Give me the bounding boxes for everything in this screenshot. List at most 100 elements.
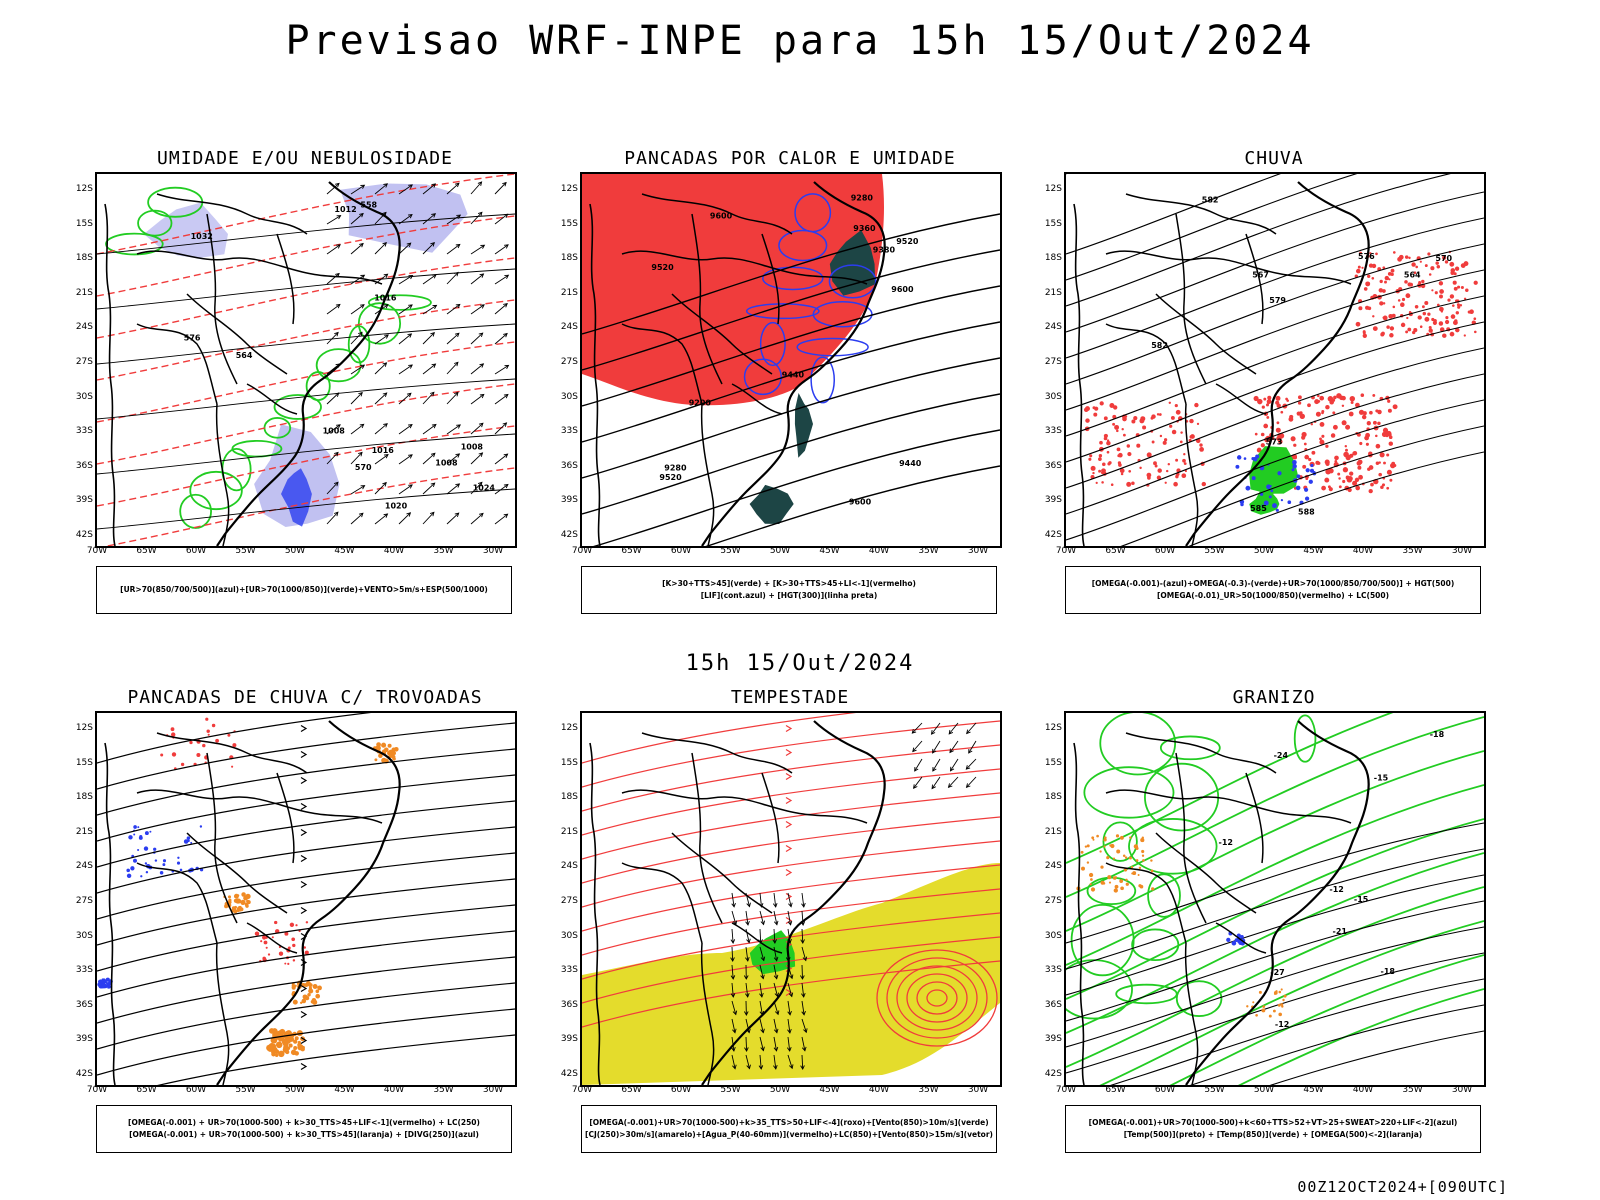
contour-label: 9600 — [849, 498, 872, 507]
longitude-tick-label: 45W — [819, 546, 840, 556]
legend-line: [OMEGA(-0.001) + UR>70(1000-500) + k>30_… — [128, 1118, 480, 1127]
divergence-blue-speckle — [143, 846, 149, 851]
storm-red-speckle — [196, 752, 201, 758]
hgt300-contour — [582, 249, 1000, 371]
lif-blue-contour — [828, 264, 877, 299]
storm-red-speckle — [278, 951, 284, 956]
map-base — [104, 720, 401, 1085]
map-plot: 9600960096009520952095209440944093609380… — [582, 174, 1000, 546]
rain-red-speckle — [1168, 401, 1172, 405]
wind-vector — [334, 182, 340, 188]
map-frame: -12 -12 -12 -15 -15 -18 -18 -21 -24 -27 — [1064, 711, 1486, 1087]
storm-orange-speckle — [224, 904, 229, 909]
wind-vector — [334, 331, 339, 337]
rain-red-speckle — [1330, 433, 1336, 438]
wind850-vector — [731, 1000, 737, 1015]
latitude-tick-label: 39S — [560, 495, 578, 506]
wind850-vector — [746, 902, 751, 908]
storm-red-speckle — [274, 920, 278, 925]
rain-red-speckle — [1456, 303, 1460, 307]
wind-vector — [454, 182, 460, 188]
wind-vector — [374, 334, 389, 345]
wind-vector — [502, 181, 507, 187]
hgt300-contour — [582, 321, 1000, 443]
wind850-vector — [965, 783, 971, 788]
wind-vector — [350, 512, 364, 525]
rain-red-speckle — [1089, 454, 1093, 458]
latitude-tick-label: 12S — [560, 184, 578, 194]
wind-vector — [470, 211, 483, 225]
wind850-vector — [787, 892, 792, 907]
rain-red-speckle — [1389, 333, 1394, 338]
rain-blue-speckle — [1243, 457, 1247, 460]
rain-red-speckle — [1325, 461, 1330, 467]
divergence-blue-speckle — [126, 868, 130, 873]
wind850-vector — [745, 920, 750, 926]
rain-red-speckle — [1332, 424, 1338, 430]
omega-orange-speckle — [1131, 872, 1134, 875]
storm-orange-speckle — [293, 1039, 298, 1044]
omega-orange-speckle — [1108, 881, 1112, 884]
rain-red-speckle — [1355, 402, 1360, 408]
rain-blue-speckle — [1245, 485, 1251, 491]
storm-red-speckle — [305, 921, 309, 924]
rain-red-speckle — [1276, 421, 1280, 425]
rain-red-speckle — [1431, 289, 1434, 292]
temp500-contour — [1269, 1030, 1484, 1085]
rain-red-speckle — [1266, 415, 1270, 419]
wind-vector — [406, 392, 412, 398]
rain-red-speckle — [1328, 487, 1333, 492]
rain-red-speckle — [1465, 288, 1469, 292]
longitude-axis: 70W 65W 60W 55W 50W 45W 40W 35W 30W — [87, 546, 515, 560]
wind850-vector — [743, 975, 749, 980]
mid-title: 15h 15/Out/2024 — [685, 651, 915, 676]
rain-red-speckle — [1334, 460, 1338, 463]
wind-vector — [503, 332, 508, 338]
contour-label: 9520 — [651, 263, 674, 272]
wind-vector — [477, 481, 483, 487]
humidity-green-contour — [273, 394, 322, 420]
humidity-green-contour — [189, 470, 243, 511]
storm-orange-speckle — [241, 892, 246, 897]
latitude-tick-label: 33S — [1044, 965, 1062, 976]
rain-red-speckle — [1427, 312, 1431, 316]
wind-vector — [398, 364, 413, 375]
humidity-green-contour — [347, 325, 371, 364]
rain-red-speckle — [1194, 402, 1199, 408]
streamline-250-arrow — [300, 984, 308, 993]
streamline-250 — [97, 852, 515, 920]
rain-red-speckle — [1431, 317, 1435, 322]
wind850-vector — [759, 1000, 763, 1015]
rain-red-speckle — [1175, 409, 1181, 415]
border-line — [641, 732, 793, 774]
rain-red-speckle — [1434, 291, 1438, 295]
longitude-tick-label: 60W — [1154, 546, 1176, 556]
streamline-850 — [582, 713, 856, 764]
storm-orange-speckle — [266, 1044, 273, 1052]
longitude-tick-label: 50W — [284, 1085, 306, 1095]
wind-vector — [359, 242, 364, 248]
storm-orange-speckle — [236, 909, 240, 913]
rain-red-speckle — [1162, 440, 1167, 445]
rain-red-speckle — [1126, 481, 1132, 487]
storm-orange-speckle — [312, 984, 318, 989]
divergence-blue-speckle — [183, 839, 189, 844]
rain-red-speckle — [1325, 404, 1330, 410]
wind-vector — [359, 212, 364, 218]
wind850-vector — [773, 892, 777, 907]
rain-red-speckle — [1299, 413, 1305, 419]
wind-vector — [446, 453, 460, 465]
rain-red-speckle — [1407, 282, 1412, 287]
wind-vector — [446, 361, 459, 375]
wind-vector — [326, 511, 339, 525]
omega-orange-speckle — [1142, 859, 1145, 862]
rain-red-speckle — [1419, 325, 1423, 328]
longitude-tick-label: 55W — [235, 1085, 256, 1095]
streamline-250 — [97, 748, 515, 816]
wind-vector — [422, 213, 436, 225]
temp500-contour — [1066, 926, 1484, 1048]
wind850-vector — [732, 1064, 737, 1070]
pressure-contour — [97, 213, 515, 255]
latitude-tick-label: 12S — [1044, 723, 1062, 733]
rain-red-speckle — [1473, 280, 1478, 285]
